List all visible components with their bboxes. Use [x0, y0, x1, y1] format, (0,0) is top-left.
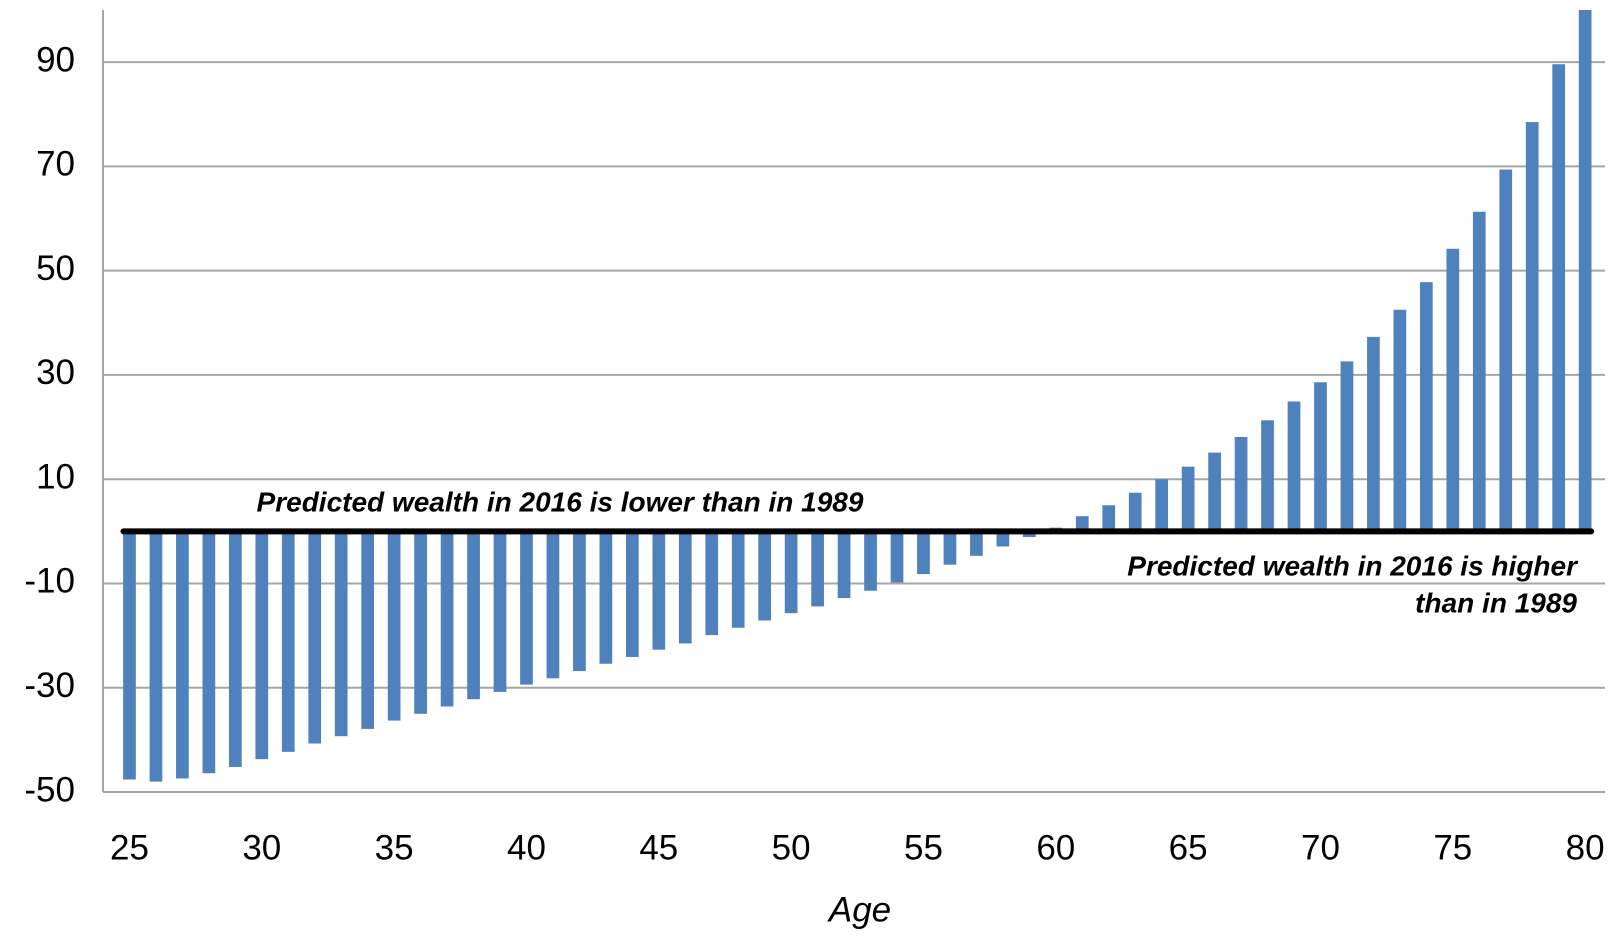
x-tick-label: 80 [1566, 828, 1605, 867]
bar [1525, 122, 1539, 532]
bar [1102, 505, 1116, 532]
x-tick-label: 60 [1036, 828, 1075, 867]
bar [1367, 336, 1380, 532]
bar [149, 531, 163, 782]
bar [1181, 466, 1195, 532]
bar [202, 531, 216, 774]
x-tick-label: 65 [1169, 828, 1208, 867]
bar [1499, 169, 1513, 532]
y-tick-label: 70 [36, 145, 75, 184]
bar [811, 531, 824, 607]
y-tick-label: -10 [24, 562, 75, 601]
x-tick-label: 30 [242, 828, 281, 867]
bar [1261, 420, 1274, 532]
bar [546, 531, 560, 679]
bar [308, 531, 322, 744]
y-tick-label: 50 [36, 249, 75, 288]
bar [467, 531, 480, 700]
bar [1287, 401, 1301, 532]
bar [678, 531, 692, 644]
bar [996, 531, 1010, 547]
bar [1446, 248, 1460, 532]
x-tick-label: 45 [639, 828, 678, 867]
bar [440, 531, 454, 707]
bar [1552, 64, 1566, 532]
bar [864, 531, 877, 591]
bar [334, 531, 348, 737]
bar [970, 531, 983, 556]
bar [520, 531, 533, 685]
annotation: than in 1989 [1415, 587, 1577, 618]
bar [784, 531, 798, 614]
x-tick-label: 35 [375, 828, 414, 867]
x-tick-label: 75 [1433, 828, 1472, 867]
bar [1340, 361, 1354, 532]
bar [1419, 282, 1433, 532]
bar [1075, 516, 1089, 532]
y-tick-label: 30 [36, 353, 75, 392]
x-tick-label: 70 [1301, 828, 1340, 867]
x-axis-label: Age [827, 890, 891, 929]
bar [387, 531, 401, 721]
bar [837, 531, 851, 599]
x-tick-label: 40 [507, 828, 546, 867]
bar [1578, 10, 1592, 532]
bar [890, 531, 904, 583]
bar [361, 531, 375, 729]
y-tick-label: 90 [36, 40, 75, 79]
bar [414, 531, 427, 714]
y-tick-label: -50 [24, 770, 75, 809]
bar [1234, 436, 1248, 532]
bar [255, 531, 269, 760]
annotation: Predicted wealth in 2016 is higher [1127, 550, 1579, 581]
y-tick-label: -30 [24, 666, 75, 705]
bar [1128, 492, 1142, 532]
x-tick-label: 25 [110, 828, 149, 867]
bar [1393, 309, 1407, 532]
bar [705, 531, 719, 636]
bar [281, 531, 295, 752]
bar [943, 531, 957, 565]
annotation: Predicted wealth in 2016 is lower than i… [257, 486, 864, 517]
bar [228, 531, 242, 767]
bar [758, 531, 772, 621]
x-tick-label: 55 [904, 828, 943, 867]
bar [1155, 479, 1169, 532]
bar [573, 531, 586, 672]
bar [652, 531, 666, 650]
y-tick-label: 10 [36, 457, 75, 496]
bar [123, 531, 136, 780]
bar [599, 531, 613, 664]
x-tick-label: 50 [772, 828, 811, 867]
bar [917, 531, 930, 575]
bar [176, 531, 189, 779]
bar [1208, 452, 1221, 532]
bar [731, 531, 745, 628]
bar [493, 531, 507, 692]
bar [625, 531, 639, 657]
bar [1472, 211, 1486, 532]
bar [1314, 382, 1327, 532]
